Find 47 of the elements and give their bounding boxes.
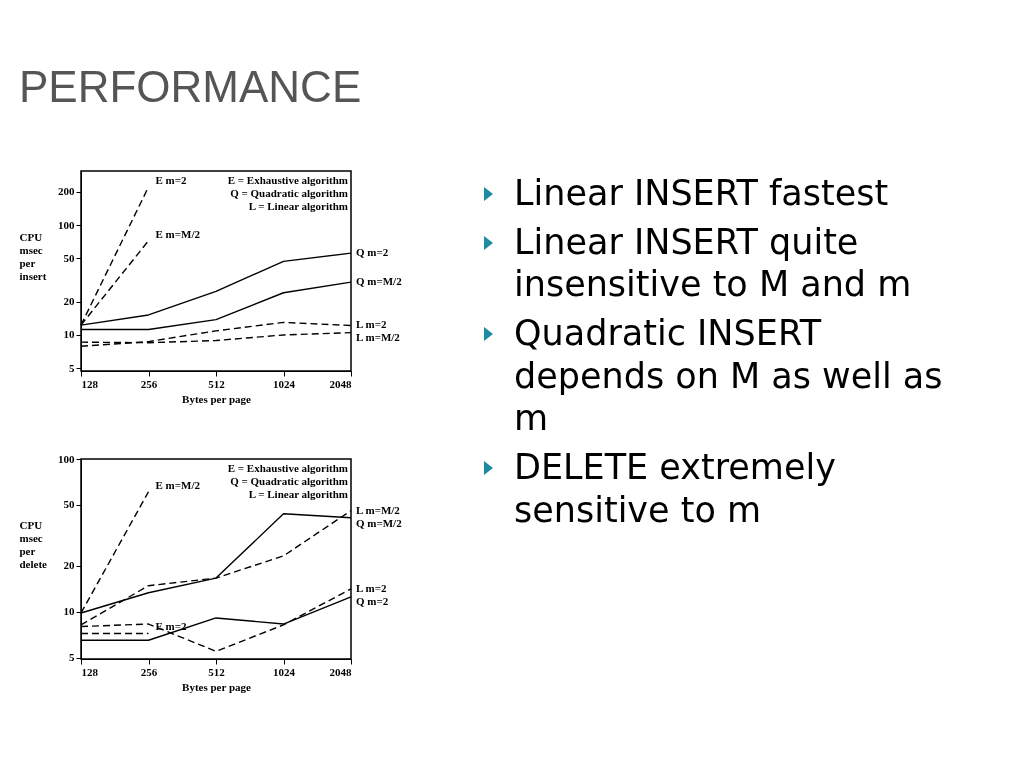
text: Linear INSERT fastest — [514, 173, 889, 213]
y-tick-label: 20 — [63, 295, 75, 308]
y-tick-label: 100 — [58, 218, 75, 231]
y-axis-title: CPU msec per insert — [19, 230, 47, 282]
x-tick-label: 128 — [81, 377, 99, 390]
annotation: L = Linear algorithm — [248, 200, 348, 212]
annotation: E = Exhaustive algorithm — [227, 462, 348, 474]
series-label: Q m=2 — [356, 594, 389, 607]
y-tick-label: 5 — [69, 361, 75, 374]
x-tick-label: 512 — [208, 665, 226, 678]
y-tick-label: 50 — [63, 498, 75, 511]
y-tick-label: 10 — [63, 605, 75, 618]
x-axis-title: Bytes per page — [182, 392, 252, 405]
text: Linear INSERT quite insensitive to M and m — [514, 221, 912, 305]
y-tick-label: 100 — [58, 452, 75, 465]
y-tick-label: 200 — [58, 185, 75, 198]
x-tick-label: 1024 — [273, 665, 296, 678]
x-tick-label: 2048 — [329, 665, 352, 678]
x-tick-label: 2048 — [329, 377, 352, 390]
x-tick-label: 1024 — [273, 377, 296, 390]
x-tick-label: 256 — [140, 665, 158, 678]
y-tick-label: 10 — [63, 328, 75, 341]
annotation: Q = Quadratic algorithm — [230, 475, 348, 487]
series-label: Q m=2 — [356, 246, 389, 259]
y-tick-label: 5 — [69, 651, 75, 664]
y-tick-label: 50 — [63, 251, 75, 264]
series-label: L m=2 — [356, 318, 387, 331]
x-tick-label: 512 — [208, 377, 226, 390]
annotation: Q = Quadratic algorithm — [230, 187, 348, 199]
text: Quadratic INSERT depends on M as well as m — [514, 313, 943, 439]
x-axis-title: Bytes per page — [182, 680, 252, 693]
series-label: Q m=M/2 — [356, 516, 403, 529]
annotation: L = Linear algorithm — [248, 488, 348, 500]
series-label: E m=M/2 — [155, 227, 201, 240]
x-tick-label: 128 — [81, 665, 99, 678]
series-label: L m=2 — [356, 581, 387, 594]
y-axis-title: CPU msec per delete — [19, 518, 48, 570]
series-label: L m=M/2 — [356, 331, 401, 344]
y-tick-label: 20 — [63, 559, 75, 572]
series-label: Q m=M/2 — [356, 275, 403, 288]
text: DELETE extremely sensitive to m — [514, 447, 836, 530]
x-tick-label: 256 — [140, 377, 158, 390]
series-label: E m=2 — [155, 173, 188, 186]
chart-title: PERFORMANCE — [19, 62, 362, 111]
series-label: L m=M/2 — [356, 503, 401, 516]
annotation: E = Exhaustive algorithm — [227, 174, 348, 186]
series-label: E m=M/2 — [155, 478, 201, 491]
